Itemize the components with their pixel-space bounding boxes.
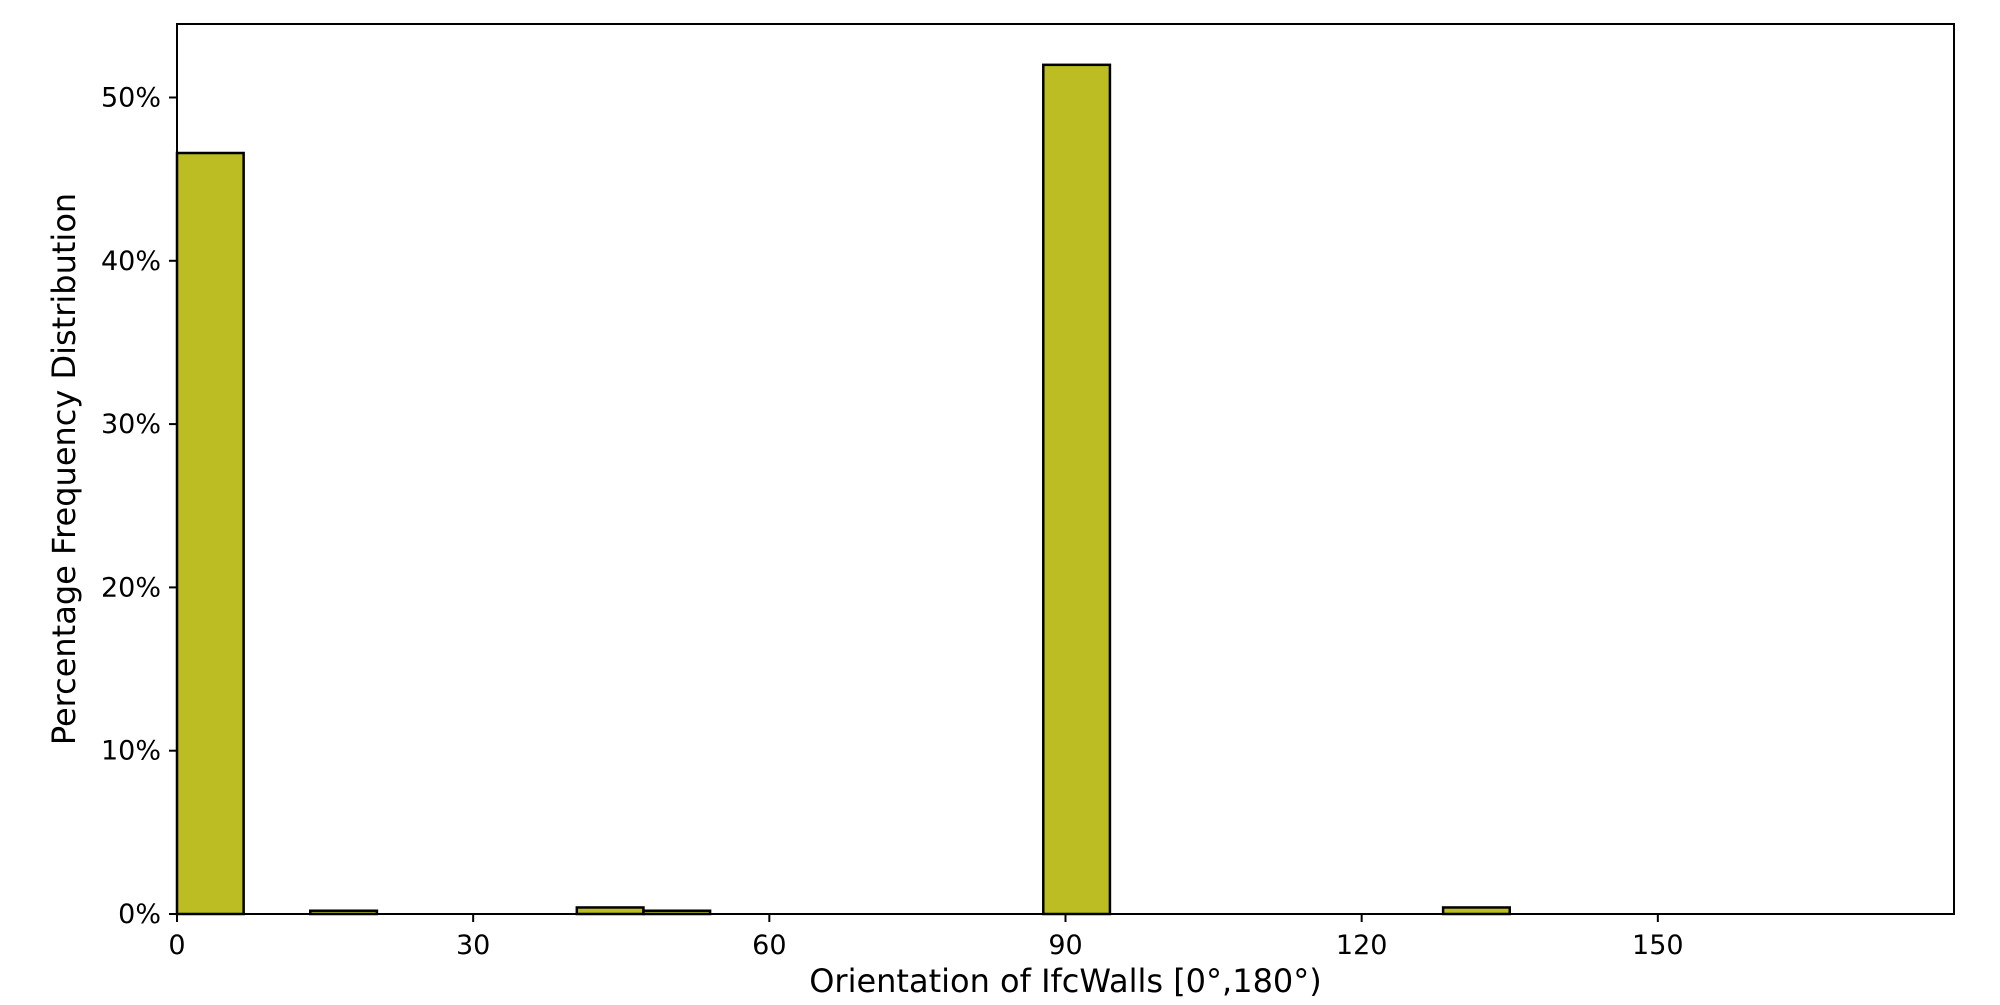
x-tick-label: 30 [456, 930, 490, 961]
x-tick-label: 90 [1048, 930, 1082, 961]
y-tick-label: 20% [101, 572, 161, 603]
y-axis-title: Percentage Frequency Distribution [45, 193, 83, 745]
bars-group [175, 63, 1512, 916]
x-tick-label: 60 [752, 930, 786, 961]
x-tick-label: 120 [1336, 930, 1388, 961]
y-tick-label: 40% [101, 246, 161, 277]
y-tick-label: 0% [118, 899, 161, 930]
y-tick-label: 50% [101, 82, 161, 113]
x-tick-label: 0 [168, 930, 185, 961]
y-tick-label: 30% [101, 409, 161, 440]
x-axis-ticks: 0 30 60 90 120 150 [168, 914, 1684, 961]
histogram-bar [1042, 63, 1112, 916]
y-tick-label: 10% [101, 736, 161, 767]
x-axis-title: Orientation of IfcWalls [0°,180°) [809, 962, 1322, 1000]
y-axis-ticks: 0% 10% 20% 30% 40% 50% [101, 82, 177, 930]
histogram-bar [175, 151, 245, 916]
x-tick-label: 150 [1632, 930, 1684, 961]
